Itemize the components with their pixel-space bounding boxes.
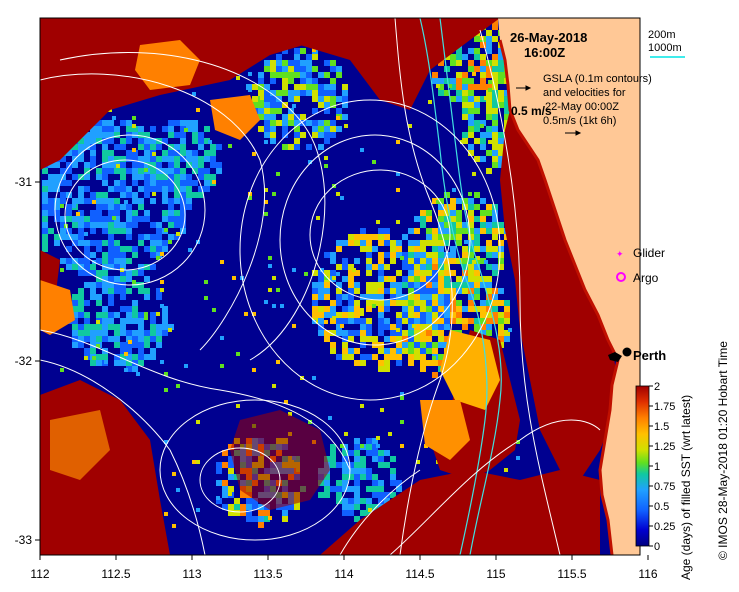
isobath-200m	[394, 18, 453, 555]
isobath-contours	[419, 18, 502, 555]
date-label: 26-May-2018 16:00Z	[510, 30, 587, 60]
velocity-arrows	[516, 85, 582, 136]
y-tick-label: -32	[15, 354, 33, 368]
colorbar-title: Age (days) of filled SST (wrt latest)	[679, 395, 693, 580]
x-tick-label: 113.5	[253, 567, 282, 581]
gsla-line1: GSLA (0.1m contours)	[543, 73, 652, 85]
colorbar-tick-label: 0.5	[654, 501, 669, 513]
symbol-legend: ✦ Glider Argo	[616, 246, 665, 285]
colorbar-tick-label: 0	[654, 541, 660, 553]
x-axis: 112 112.5 113 113.5 114 114.5 115 115.5 116	[30, 555, 658, 581]
gsla-note: GSLA (0.1m contours) and velocities for …	[511, 73, 652, 127]
velocity-scale-label: 0.5m/s (1kt 6h)	[543, 115, 616, 127]
time-text: 16:00Z	[524, 45, 565, 60]
gsla-line3: 22-May 00:00Z	[545, 101, 619, 113]
perth-marker[interactable]	[608, 347, 632, 363]
argo-label: Argo	[633, 271, 659, 285]
colorbar-tick-label: 1.25	[654, 441, 675, 453]
colorbar-gradient	[635, 385, 650, 547]
colorbar-tick-label: 1.5	[654, 421, 669, 433]
x-tick-label: 115.5	[557, 567, 586, 581]
colorbar-tick-label: 1.75	[654, 401, 675, 413]
gsla-contours	[40, 29, 601, 555]
colorbar-tick-label: 1	[654, 461, 660, 473]
isobath-legend: 200m 1000m	[648, 29, 685, 58]
x-tick-label: 112.5	[101, 567, 130, 581]
glider-icon: ✦	[616, 250, 624, 260]
colorbar: 0 0.25 0.5 0.75 1 1.25 1.5 1.75 2 Age (days) of …	[635, 381, 693, 580]
plot-frame	[39, 17, 641, 556]
sst-pixel-field	[42, 18, 540, 528]
argo-icon	[616, 272, 626, 282]
date-text: 26-May-2018	[510, 30, 587, 45]
colorbar-tick-label: 2	[654, 381, 660, 393]
velocity-arrow-label: 0.5 m/s	[511, 104, 552, 118]
gsla-line2: and velocities for	[543, 87, 626, 99]
colorbar-tick-label: 0.25	[654, 521, 675, 533]
colorbar-ticks: 0 0.25 0.5 0.75 1 1.25 1.5 1.75 2	[649, 381, 675, 553]
coastline	[498, 39, 620, 555]
map-plot-area[interactable]	[40, 18, 640, 555]
x-tick-label: 115	[486, 567, 505, 581]
glider-label: Glider	[633, 246, 665, 260]
colorbar-tick-label: 0.75	[654, 481, 675, 493]
x-tick-label: 112	[30, 567, 49, 581]
x-tick-label: 114.5	[405, 567, 434, 581]
x-tick-label: 114	[334, 567, 353, 581]
y-tick-label: -33	[15, 533, 33, 547]
x-tick-label: 113	[182, 567, 201, 581]
perth-label: Perth	[633, 348, 666, 363]
imos-credit: © IMOS 28-May-2018 01:20 Hobart Time	[716, 341, 730, 560]
y-axis: -31 -32 -33	[15, 175, 40, 547]
isobath-200m-label: 200m	[648, 29, 676, 41]
x-tick-label: 116	[638, 567, 657, 581]
isobath-1000m-label: 1000m	[648, 42, 682, 54]
y-tick-label: -31	[15, 175, 33, 189]
